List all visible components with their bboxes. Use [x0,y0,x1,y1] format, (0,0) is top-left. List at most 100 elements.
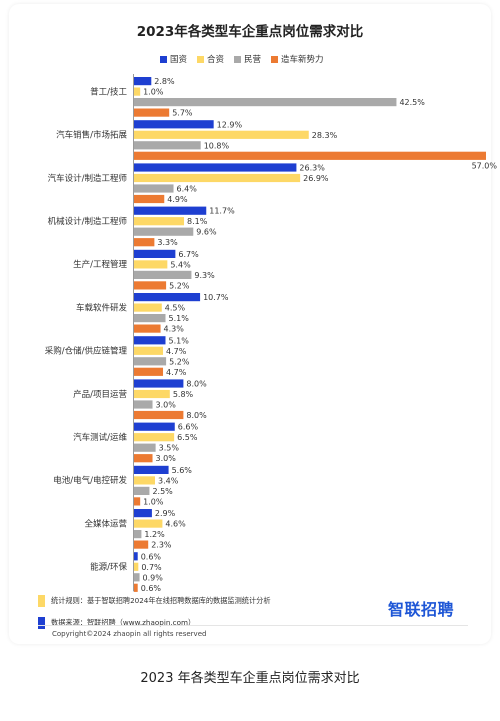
category-label: 汽车销售/市场拓展 [56,130,127,141]
bar-0 [134,422,175,431]
category-label: 普工/技工 [90,86,127,97]
bar-1 [134,346,164,355]
bar-2 [134,443,156,452]
bar-0 [134,509,152,518]
data-label: 8.0% [186,411,207,420]
legend-label: 民营 [244,55,262,65]
bar-2 [134,314,166,323]
bar-1 [134,389,170,399]
legend-label: 造车新势力 [281,55,324,65]
bar-0 [134,163,297,172]
data-label: 12.9% [217,120,243,129]
category-label: 电池/电气/电控研发 [53,475,127,486]
bar-1 [134,519,163,528]
data-label: 0.6% [141,552,162,561]
bar-3 [134,410,184,420]
bar-0 [134,206,207,215]
category-label: 车载软件研发 [76,302,128,313]
bar-1 [134,217,185,226]
data-label: 0.9% [143,573,164,582]
category-label: 能源/环保 [90,562,127,573]
bar-3 [134,497,141,506]
data-label: 5.1% [168,336,189,345]
bar-1 [134,303,162,312]
data-label: 0.7% [141,563,162,572]
figure-caption: 2023 年各类型车企重点岗位需求对比 [140,671,360,686]
data-label: 5.2% [169,357,190,366]
data-label: 2.9% [155,509,176,518]
legend-label: 国资 [170,55,188,65]
data-label: 9.6% [196,228,217,237]
data-label: 6.5% [177,433,198,442]
data-label: 1.0% [143,497,164,506]
category-label: 机械设计/制造工程师 [48,216,128,227]
category-label: 汽车设计/制造工程师 [48,173,128,184]
legend-swatch [160,55,167,63]
data-label: 57.0% [472,161,498,170]
data-label: 3.0% [156,401,177,410]
bar-3 [134,281,167,290]
divider [38,625,468,626]
bar-2 [134,573,140,582]
note-source-marker [38,617,45,629]
data-label: 8.1% [187,217,208,226]
bar-3 [134,194,165,204]
category-label: 全媒体运营 [84,518,127,529]
bar-1 [134,260,168,269]
data-label: 4.6% [165,520,186,529]
data-label: 6.7% [178,250,199,259]
bar-2 [134,357,167,366]
category-label: 产品/项目运营 [73,389,127,400]
note-source-text: 数据来源：智联招聘（www.zhaopin.com） [51,618,196,627]
data-label: 5.4% [170,260,191,269]
data-label: 4.7% [166,368,187,377]
chart-title: 2023年各类型车企重点岗位需求对比 [136,24,364,40]
bar-3 [134,324,161,333]
copyright-text: Copyright©2024 zhaopin all rights reserv… [52,630,207,638]
data-label: 6.6% [178,423,199,432]
bar-2 [134,270,192,279]
bar-3 [134,238,155,247]
bar-1 [134,130,309,139]
bar-1 [134,562,139,571]
legend: 国资 合资 民营 造车新势力 [160,52,324,66]
data-label: 5.2% [169,281,190,290]
bar-1 [134,87,141,96]
bar-0 [134,293,201,302]
data-label: 2.5% [152,487,173,496]
data-label: 3.4% [158,476,179,485]
data-label: 10.8% [204,141,230,150]
data-label: 2.8% [154,77,175,86]
chart-notes: 统计规则：基于智联招聘2024年在线招聘数据库的数据监测统计分析 数据来源：智联… [38,594,271,638]
data-label: 0.6% [141,584,162,593]
data-label: 4.3% [164,325,185,334]
data-label: 3.5% [159,444,180,453]
bar-0 [134,77,152,86]
legend-label: 合资 [207,55,225,65]
bar-3 [134,151,486,160]
data-label: 10.7% [203,293,229,302]
bar-1 [134,173,301,183]
data-label: 4.9% [167,195,188,204]
category-label: 汽车测试/运维 [73,432,127,443]
bar-0 [134,379,184,388]
category-label: 采购/仓储/供应链管理 [45,346,128,357]
data-label: 26.3% [299,164,325,173]
legend-swatch [234,55,242,63]
bar-0 [134,120,214,129]
bar-0 [134,336,166,345]
data-label: 42.5% [399,98,425,107]
data-label: 1.2% [144,530,165,539]
bar-0 [134,465,169,474]
legend-swatch [271,55,279,63]
chart-card [9,4,491,644]
legend-item-1: 合资 [197,53,224,65]
bar-2 [134,400,153,409]
data-label: 11.7% [209,207,235,216]
data-label: 5.8% [173,390,194,399]
bar-1 [134,476,155,485]
bar-2 [134,98,397,107]
bar-2 [134,184,174,193]
bar-3 [134,583,138,592]
data-label: 3.0% [156,454,177,463]
